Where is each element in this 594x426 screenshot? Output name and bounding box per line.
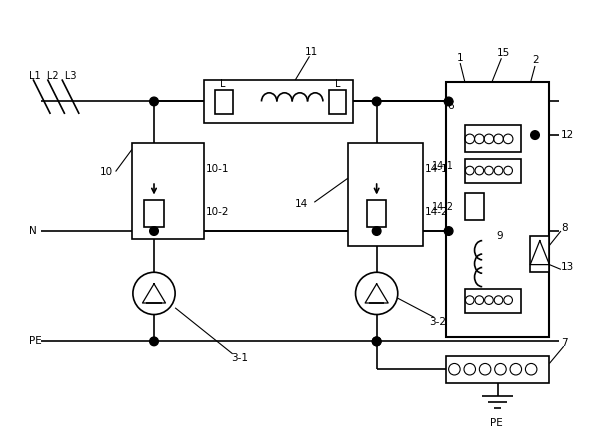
Circle shape — [372, 227, 381, 235]
Text: PE: PE — [29, 337, 42, 346]
Bar — [530, 236, 549, 272]
Circle shape — [150, 97, 159, 106]
Circle shape — [444, 227, 453, 235]
Text: 6: 6 — [448, 101, 454, 111]
Bar — [446, 82, 549, 337]
Text: 3-1: 3-1 — [231, 353, 248, 363]
Text: 10-2: 10-2 — [206, 207, 229, 217]
Text: 10: 10 — [100, 167, 113, 176]
Text: 13: 13 — [561, 262, 574, 273]
Text: 14-2: 14-2 — [432, 202, 454, 212]
Circle shape — [372, 337, 381, 346]
Circle shape — [372, 97, 381, 106]
Circle shape — [150, 227, 159, 235]
Text: 7: 7 — [561, 338, 567, 348]
Text: L: L — [220, 79, 226, 89]
Bar — [446, 356, 549, 383]
Bar — [465, 193, 484, 219]
Text: N: N — [29, 226, 37, 236]
Bar — [465, 288, 520, 313]
Bar — [204, 81, 353, 123]
Text: PE: PE — [490, 418, 503, 426]
Text: 14: 14 — [295, 199, 308, 209]
Text: L: L — [334, 79, 340, 89]
Text: 15: 15 — [497, 49, 510, 58]
Text: 9: 9 — [497, 231, 503, 241]
Text: 11: 11 — [305, 46, 318, 57]
Text: 10-1: 10-1 — [206, 164, 229, 174]
Bar — [216, 90, 233, 114]
Bar — [367, 200, 386, 227]
Bar — [144, 200, 163, 227]
Circle shape — [150, 337, 159, 346]
Text: L1  L2  L3: L1 L2 L3 — [29, 71, 77, 81]
Circle shape — [444, 97, 453, 106]
Bar — [328, 90, 346, 114]
Text: 3-2: 3-2 — [429, 317, 447, 327]
Circle shape — [372, 337, 381, 346]
Bar — [465, 159, 520, 183]
Bar — [465, 125, 520, 153]
Text: 14-1: 14-1 — [425, 164, 448, 174]
Text: 8: 8 — [561, 223, 567, 233]
Bar — [348, 143, 423, 246]
Bar — [132, 143, 204, 239]
Text: 14-2: 14-2 — [425, 207, 448, 217]
Text: 12: 12 — [561, 130, 574, 140]
Text: 2: 2 — [532, 55, 539, 65]
Circle shape — [530, 131, 539, 139]
Text: 14-1: 14-1 — [432, 161, 454, 171]
Text: 1: 1 — [457, 53, 464, 63]
